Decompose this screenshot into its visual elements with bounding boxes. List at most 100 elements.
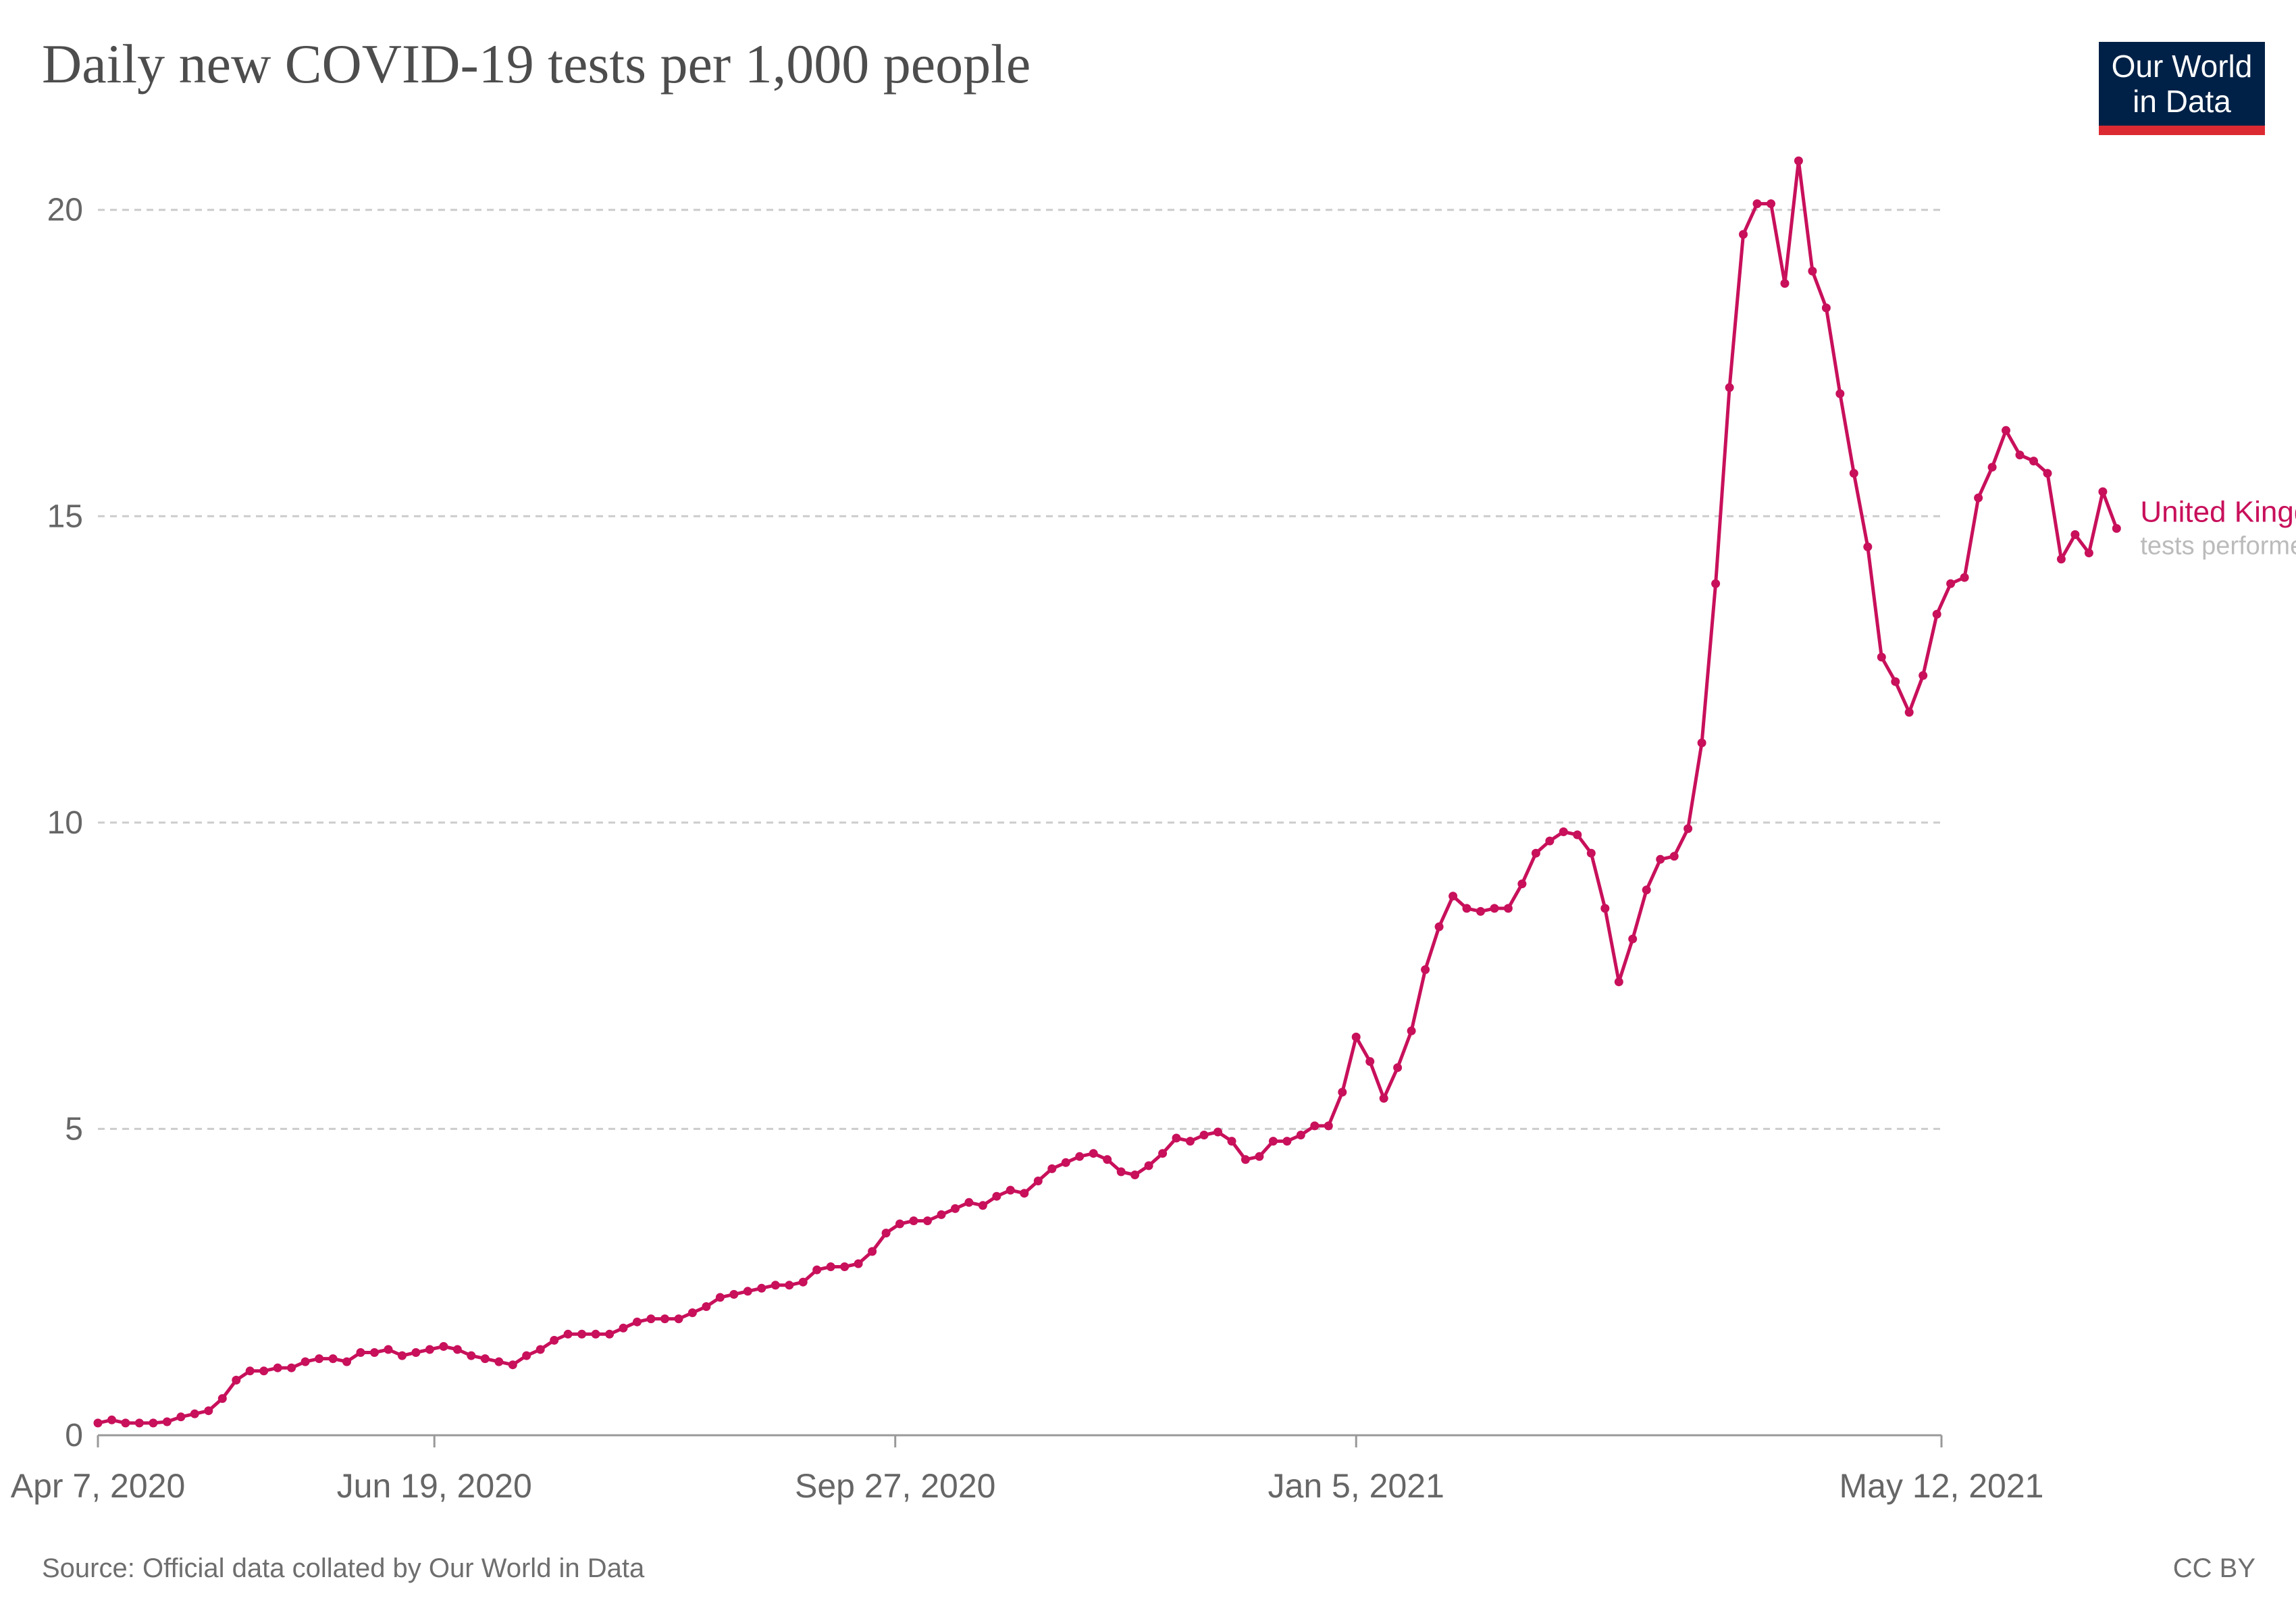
logo-text: Our World in Data — [2099, 49, 2265, 119]
data-point — [1684, 824, 1693, 833]
data-point — [1214, 1127, 1222, 1137]
data-point — [1863, 542, 1873, 552]
data-point — [287, 1363, 296, 1372]
data-point — [2084, 548, 2093, 558]
data-point — [204, 1406, 213, 1416]
data-point — [868, 1247, 877, 1256]
data-point — [1891, 677, 1900, 686]
data-point — [674, 1314, 683, 1324]
data-point — [467, 1351, 476, 1360]
data-point — [1946, 579, 1956, 588]
data-point — [577, 1329, 587, 1339]
data-point — [342, 1357, 351, 1366]
data-point — [2056, 555, 2066, 564]
data-point — [1725, 383, 1734, 392]
series-sublabel: tests performed — [2140, 532, 2296, 560]
data-point — [1103, 1155, 1112, 1164]
data-point — [134, 1418, 144, 1428]
y-tick-label: 15 — [47, 498, 83, 534]
data-point — [1531, 848, 1540, 858]
data-point — [937, 1210, 946, 1219]
data-point — [1960, 573, 1969, 582]
data-point — [2043, 469, 2052, 478]
data-point — [452, 1345, 462, 1354]
data-point — [923, 1216, 932, 1225]
data-point — [1600, 904, 1610, 913]
data-point — [1338, 1087, 1347, 1097]
data-point — [411, 1348, 421, 1357]
data-point — [826, 1262, 835, 1271]
data-point — [384, 1345, 393, 1354]
data-point — [1780, 279, 1790, 288]
data-point — [439, 1342, 448, 1351]
data-point — [798, 1277, 808, 1287]
data-point — [149, 1418, 158, 1428]
data-point — [1821, 303, 1831, 313]
data-point — [605, 1329, 615, 1339]
data-point — [1061, 1158, 1070, 1167]
data-point — [107, 1415, 116, 1424]
data-point — [1669, 852, 1679, 861]
data-point — [1614, 977, 1623, 987]
data-point — [1573, 830, 1582, 840]
data-point — [1351, 1032, 1361, 1041]
data-point — [217, 1394, 227, 1404]
y-tick-label: 10 — [47, 805, 83, 841]
data-point — [881, 1229, 891, 1238]
chart-title: Daily new COVID-19 tests per 1,000 peopl… — [42, 33, 1031, 95]
data-point — [729, 1289, 739, 1299]
data-point — [660, 1314, 669, 1324]
data-point — [1794, 156, 1803, 165]
series-label: United Kingdom — [2140, 495, 2296, 528]
data-point — [1047, 1164, 1057, 1173]
license-link[interactable]: CC BY — [2172, 1553, 2255, 1583]
data-point — [646, 1314, 656, 1324]
data-point — [1974, 493, 1983, 503]
data-point — [536, 1345, 545, 1354]
x-tick-label: Jan 5, 2021 — [1268, 1467, 1444, 1505]
data-point — [1116, 1167, 1126, 1177]
data-point — [522, 1351, 531, 1360]
data-point — [1904, 708, 1914, 717]
y-tick-label: 0 — [65, 1418, 83, 1453]
data-point — [2002, 426, 2010, 435]
data-point — [1379, 1093, 1388, 1103]
data-point — [1849, 469, 1858, 478]
data-point — [2015, 451, 2025, 460]
data-point — [1586, 848, 1596, 858]
owid-logo[interactable]: Our World in Data — [2099, 42, 2265, 135]
data-point — [494, 1357, 504, 1366]
series-labels: United Kingdom tests performed — [2140, 495, 2296, 560]
data-point — [840, 1262, 850, 1271]
data-point — [964, 1198, 974, 1207]
data-point — [1987, 463, 1997, 472]
data-point — [992, 1191, 1001, 1201]
x-tick-label: Sep 27, 2020 — [795, 1467, 996, 1505]
data-point — [1144, 1161, 1153, 1170]
data-point — [978, 1201, 987, 1210]
y-tick-label: 20 — [47, 192, 83, 228]
data-point — [757, 1283, 766, 1293]
source-note: Source: Official data collated by Our Wo… — [42, 1553, 645, 1583]
data-point — [1711, 579, 1721, 588]
data-point — [1476, 906, 1485, 916]
data-point — [273, 1363, 282, 1372]
data-point — [1407, 1026, 1416, 1035]
data-point — [1449, 892, 1458, 901]
data-point — [1324, 1121, 1333, 1131]
series-united-kingdom — [93, 156, 2121, 1428]
data-point — [176, 1412, 186, 1422]
data-point — [1628, 934, 1638, 944]
logo-line-1: Our World — [2111, 49, 2253, 84]
data-point — [1075, 1152, 1085, 1161]
data-point — [1158, 1149, 1168, 1158]
data-point — [1241, 1155, 1250, 1164]
data-point — [1642, 885, 1651, 895]
data-point — [301, 1357, 310, 1366]
data-point — [895, 1219, 904, 1229]
data-point — [1089, 1149, 1098, 1158]
data-point — [1932, 609, 1941, 619]
data-point — [2070, 530, 2080, 539]
data-point — [2112, 523, 2121, 533]
data-point — [715, 1293, 725, 1302]
